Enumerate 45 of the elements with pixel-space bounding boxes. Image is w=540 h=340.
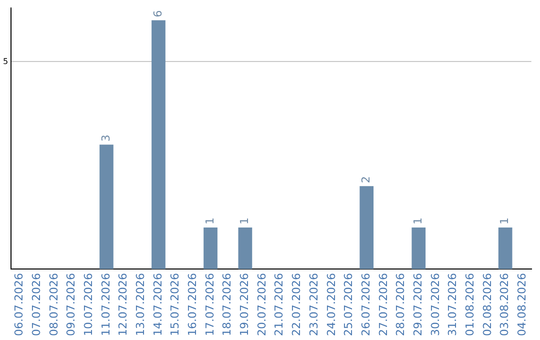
x-tick-label: 13.07.2026 [134, 273, 148, 336]
x-tick-label: 20.07.2026 [255, 273, 268, 336]
y-tick-label: 5 [2, 56, 8, 66]
bar [238, 228, 252, 270]
x-tick-label: 26.07.2026 [359, 273, 372, 336]
x-tick-label: 04.08.2026 [516, 273, 529, 336]
x-tick-label: 12.07.2026 [116, 273, 130, 336]
bar [360, 186, 374, 270]
bar [412, 228, 426, 270]
x-tick-label: 02.08.2026 [480, 273, 494, 336]
x-tick-label: 10.07.2026 [82, 273, 95, 336]
x-tick-label: 19.07.2026 [238, 273, 252, 336]
x-tick-label: 24.07.2026 [324, 273, 338, 336]
x-tick-label: 18.07.2026 [220, 273, 234, 336]
x-tick-label: 30.07.2026 [428, 273, 442, 336]
data-label: 2 [359, 176, 372, 184]
data-label: 1 [498, 218, 512, 225]
x-tick-label: 25.07.2026 [342, 273, 356, 336]
x-tick-label: 09.07.2026 [64, 273, 78, 336]
bar [100, 144, 114, 270]
data-label: 1 [411, 218, 424, 225]
x-tick-label: 27.07.2026 [376, 273, 390, 336]
x-tick-label: 23.07.2026 [307, 273, 320, 336]
bar [204, 228, 218, 270]
bar [498, 228, 512, 270]
x-tick-label: 14.07.2026 [151, 273, 164, 336]
x-tick-label: 06.07.2026 [12, 273, 26, 336]
x-tick-label: 03.08.2026 [498, 273, 512, 336]
x-tick-label: 21.07.2026 [272, 273, 286, 336]
x-tick-label: 07.07.2026 [30, 273, 43, 336]
x-tick-label: 22.07.2026 [290, 273, 304, 336]
x-tick-label: 01.08.2026 [464, 273, 476, 336]
bar [152, 20, 166, 270]
x-tick-label: 17.07.2026 [203, 273, 216, 336]
data-label: 6 [151, 10, 164, 18]
x-tick-label: 16.07.2026 [186, 273, 200, 336]
x-tick-label: 29.07.2026 [411, 273, 424, 336]
data-label: 3 [99, 134, 112, 142]
data-label: 1 [203, 218, 216, 225]
x-tick-label: 08.07.2026 [47, 273, 60, 336]
x-tick-label: 11.07.2026 [99, 273, 112, 336]
x-tick-label: 31.07.2026 [446, 273, 460, 336]
data-label: 1 [238, 218, 252, 225]
x-tick-label: 15.07.2026 [168, 273, 182, 336]
x-tick-label: 28.07.2026 [394, 273, 408, 336]
